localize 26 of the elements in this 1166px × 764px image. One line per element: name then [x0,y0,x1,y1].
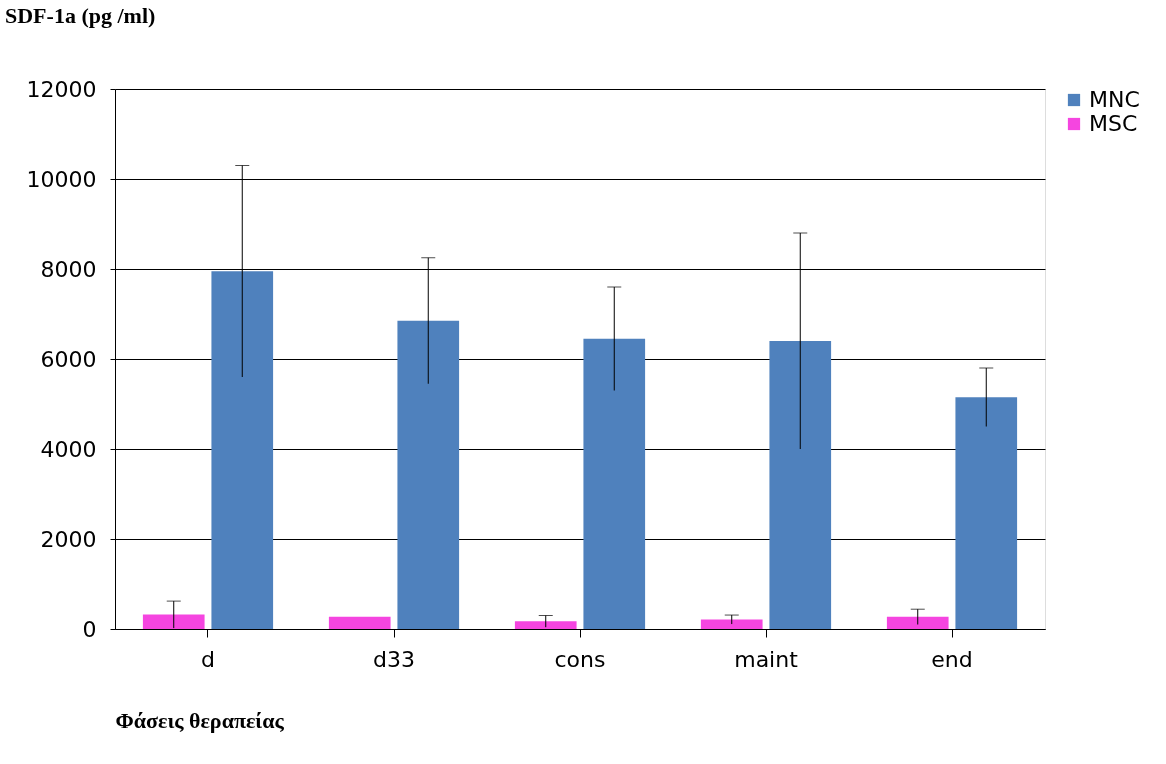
x-axis-title: Φάσεις θεραπείας [115,707,285,733]
legend-label: MNC [1089,87,1140,112]
chart-title: SDF-1a (pg /ml) [5,3,156,28]
x-tick-label: d33 [373,646,415,672]
y-tick-label: 0 [82,616,97,642]
x-tick-label: maint [734,646,799,672]
y-tick-label: 10000 [26,166,97,192]
bar [700,619,763,629]
x-tick-label: cons [554,646,606,672]
legend-label: MSC [1089,111,1138,136]
bar [955,397,1018,629]
y-tick-label: 12000 [26,76,97,102]
bar [397,320,460,629]
x-tick-label: d [201,646,215,672]
bar [211,271,274,629]
bar [583,338,646,629]
bar [886,616,949,629]
bar [514,621,577,629]
y-tick-label: 6000 [40,346,97,372]
y-tick-label: 8000 [40,256,97,282]
bar [142,614,205,629]
bar [769,341,832,629]
y-tick-label: 4000 [40,436,97,462]
bar [328,616,391,629]
y-tick-label: 2000 [40,526,97,552]
x-tick-label: end [931,646,973,672]
